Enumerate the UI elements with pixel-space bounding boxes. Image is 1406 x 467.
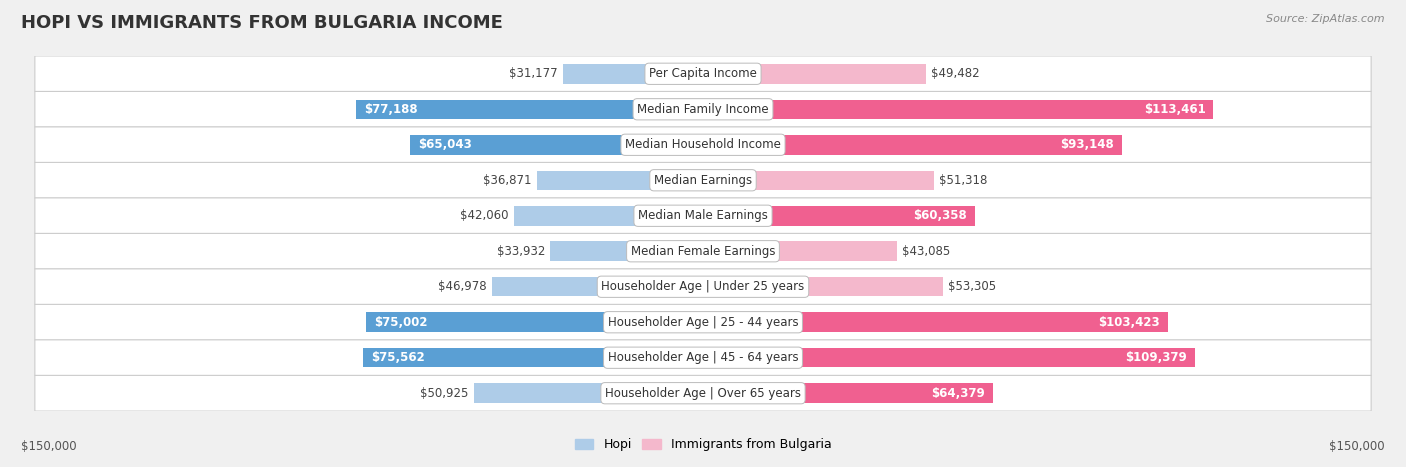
Text: $49,482: $49,482: [931, 67, 980, 80]
Text: $109,379: $109,379: [1125, 351, 1187, 364]
FancyBboxPatch shape: [35, 234, 1371, 269]
Text: Source: ZipAtlas.com: Source: ZipAtlas.com: [1267, 14, 1385, 24]
Bar: [562, 64, 703, 84]
FancyBboxPatch shape: [35, 375, 1371, 411]
Bar: [703, 64, 925, 84]
Bar: [537, 170, 703, 190]
Bar: [703, 277, 943, 297]
Text: Median Earnings: Median Earnings: [654, 174, 752, 187]
Text: $77,188: $77,188: [364, 103, 418, 116]
Text: $33,932: $33,932: [496, 245, 546, 258]
Bar: [703, 99, 1213, 119]
Bar: [366, 312, 703, 332]
Text: $75,002: $75,002: [374, 316, 427, 329]
Text: Median Household Income: Median Household Income: [626, 138, 780, 151]
Bar: [703, 383, 993, 403]
Text: $36,871: $36,871: [484, 174, 531, 187]
Bar: [703, 170, 934, 190]
Bar: [550, 241, 703, 261]
FancyBboxPatch shape: [35, 269, 1371, 304]
Text: $46,978: $46,978: [437, 280, 486, 293]
Text: Per Capita Income: Per Capita Income: [650, 67, 756, 80]
Text: Householder Age | 45 - 64 years: Householder Age | 45 - 64 years: [607, 351, 799, 364]
Text: $103,423: $103,423: [1098, 316, 1160, 329]
Text: Median Female Earnings: Median Female Earnings: [631, 245, 775, 258]
FancyBboxPatch shape: [35, 127, 1371, 163]
Legend: Hopi, Immigrants from Bulgaria: Hopi, Immigrants from Bulgaria: [569, 433, 837, 456]
Bar: [703, 312, 1168, 332]
Text: $42,060: $42,060: [460, 209, 509, 222]
Bar: [356, 99, 703, 119]
Text: Householder Age | Over 65 years: Householder Age | Over 65 years: [605, 387, 801, 400]
Text: $53,305: $53,305: [948, 280, 997, 293]
Text: $93,148: $93,148: [1060, 138, 1114, 151]
FancyBboxPatch shape: [35, 56, 1371, 92]
Text: $75,562: $75,562: [371, 351, 425, 364]
Bar: [492, 277, 703, 297]
FancyBboxPatch shape: [35, 198, 1371, 234]
Bar: [513, 206, 703, 226]
Text: $65,043: $65,043: [419, 138, 472, 151]
Bar: [411, 135, 703, 155]
Bar: [703, 348, 1195, 368]
Text: $50,925: $50,925: [420, 387, 468, 400]
Text: Median Male Earnings: Median Male Earnings: [638, 209, 768, 222]
Text: Householder Age | Under 25 years: Householder Age | Under 25 years: [602, 280, 804, 293]
FancyBboxPatch shape: [35, 304, 1371, 340]
Bar: [474, 383, 703, 403]
Bar: [703, 135, 1122, 155]
Bar: [703, 206, 974, 226]
FancyBboxPatch shape: [35, 92, 1371, 127]
Text: $31,177: $31,177: [509, 67, 557, 80]
Text: Householder Age | 25 - 44 years: Householder Age | 25 - 44 years: [607, 316, 799, 329]
FancyBboxPatch shape: [35, 163, 1371, 198]
Text: $60,358: $60,358: [912, 209, 966, 222]
Text: $150,000: $150,000: [1329, 440, 1385, 453]
Text: Median Family Income: Median Family Income: [637, 103, 769, 116]
Text: $113,461: $113,461: [1143, 103, 1205, 116]
Text: $43,085: $43,085: [903, 245, 950, 258]
Text: HOPI VS IMMIGRANTS FROM BULGARIA INCOME: HOPI VS IMMIGRANTS FROM BULGARIA INCOME: [21, 14, 503, 32]
Text: $64,379: $64,379: [931, 387, 984, 400]
Bar: [363, 348, 703, 368]
Text: $51,318: $51,318: [939, 174, 987, 187]
Text: $150,000: $150,000: [21, 440, 77, 453]
FancyBboxPatch shape: [35, 340, 1371, 375]
Bar: [703, 241, 897, 261]
